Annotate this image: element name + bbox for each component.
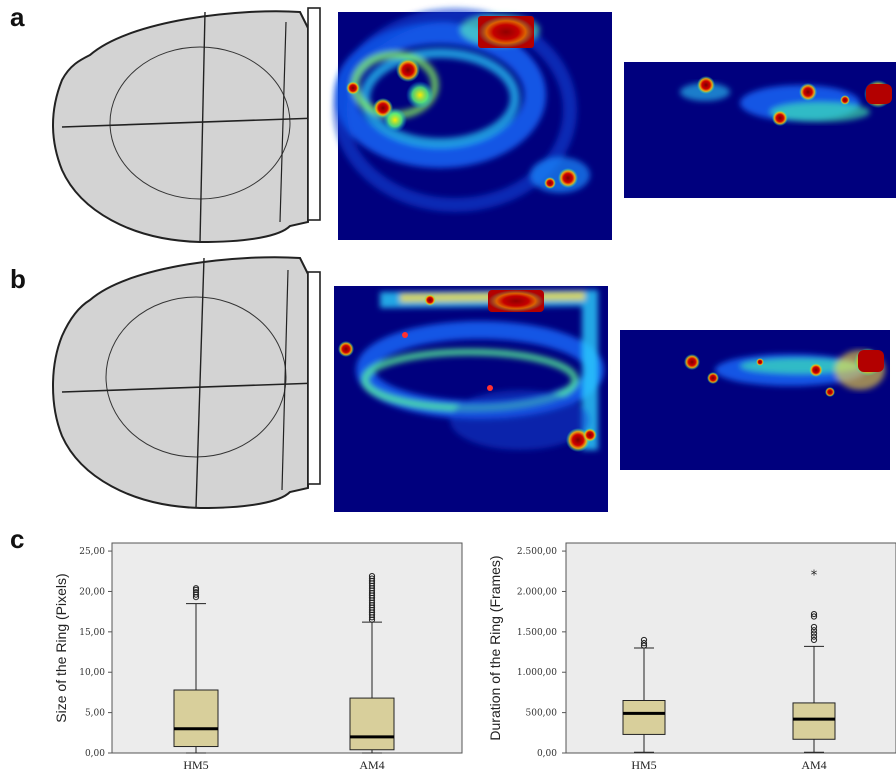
size-box-hm5-iqr: [173, 689, 219, 748]
size-box-am4-iqr: [349, 697, 395, 751]
duration-tick-label: 500,00: [526, 709, 558, 719]
duration-box-hm5-outlier: [640, 640, 648, 647]
duration-box-am4-outlier: [810, 610, 818, 618]
duration-tick-label: 1.500,00: [517, 628, 557, 638]
heatmap-b-side-view: [620, 330, 890, 470]
duration-category-label: AM4: [801, 758, 826, 772]
duration-tick-label: 0,00: [537, 749, 557, 759]
duration-box-am4-outlier: [810, 630, 818, 637]
size-category-label: HM5: [183, 758, 208, 772]
duration-category-label: HM5: [631, 758, 656, 772]
duration-box-am4-outlier: [810, 633, 818, 640]
size-plot-area: [111, 542, 463, 754]
duration-box-hm5-iqr: [622, 700, 666, 735]
duration-y-axis-label: Duration of the Ring (Frames): [487, 555, 503, 740]
size-box-hm5-outlier: [192, 589, 200, 596]
heatmap-b-top-view: [334, 286, 608, 512]
duration-box-am4-outlier: [810, 613, 818, 620]
duration-box-am4-iqr: [792, 702, 836, 740]
duration-tick-label: 1.000,00: [517, 668, 557, 678]
size-box-am4-outlier: [368, 575, 376, 582]
duration-box-hm5-outlier: [640, 636, 648, 644]
size-tick-label: 0,00: [85, 749, 105, 759]
size-tick-label: 15,00: [79, 628, 105, 638]
size-tick-label: 5,00: [85, 709, 105, 719]
schematic-b: [52, 256, 321, 510]
heatmap-a-top-view: [333, 8, 612, 240]
duration-plot-area: [565, 542, 896, 754]
duration-box-am4-outlier: [810, 623, 818, 631]
duration-tick-label: 2.500,00: [517, 547, 557, 557]
size-box-hm5-outlier: [192, 585, 200, 592]
size-tick-label: 10,00: [79, 668, 105, 678]
size-tick-label: 25,00: [79, 547, 105, 557]
size-category-label: AM4: [359, 758, 384, 772]
duration-box-am4-outlier: [810, 627, 818, 634]
panel-label-a: a: [10, 2, 25, 32]
panel-label-c: c: [10, 524, 25, 554]
schematic-a: [52, 7, 321, 244]
size-box-am4-outlier: [368, 573, 376, 580]
boxplot-size-of-ring: 0,00 5,00 10,00 15,00 20,00 25,00 Size of the …: [53, 542, 463, 772]
duration-box-am4-outlier: [810, 636, 818, 644]
panel-label-b: b: [10, 264, 26, 294]
boxplot-duration-of-ring: 0,00 500,00 1.000,00 1.500,00 2.000,00 2.500,…: [487, 542, 896, 772]
heatmap-a-side-view: [624, 62, 896, 198]
size-y-axis-label: Size of the Ring (Pixels): [53, 573, 69, 722]
size-tick-label: 20,00: [79, 587, 105, 597]
duration-box-am4-extreme-outlier: *: [811, 569, 818, 584]
duration-tick-label: 2.000,00: [517, 587, 557, 597]
